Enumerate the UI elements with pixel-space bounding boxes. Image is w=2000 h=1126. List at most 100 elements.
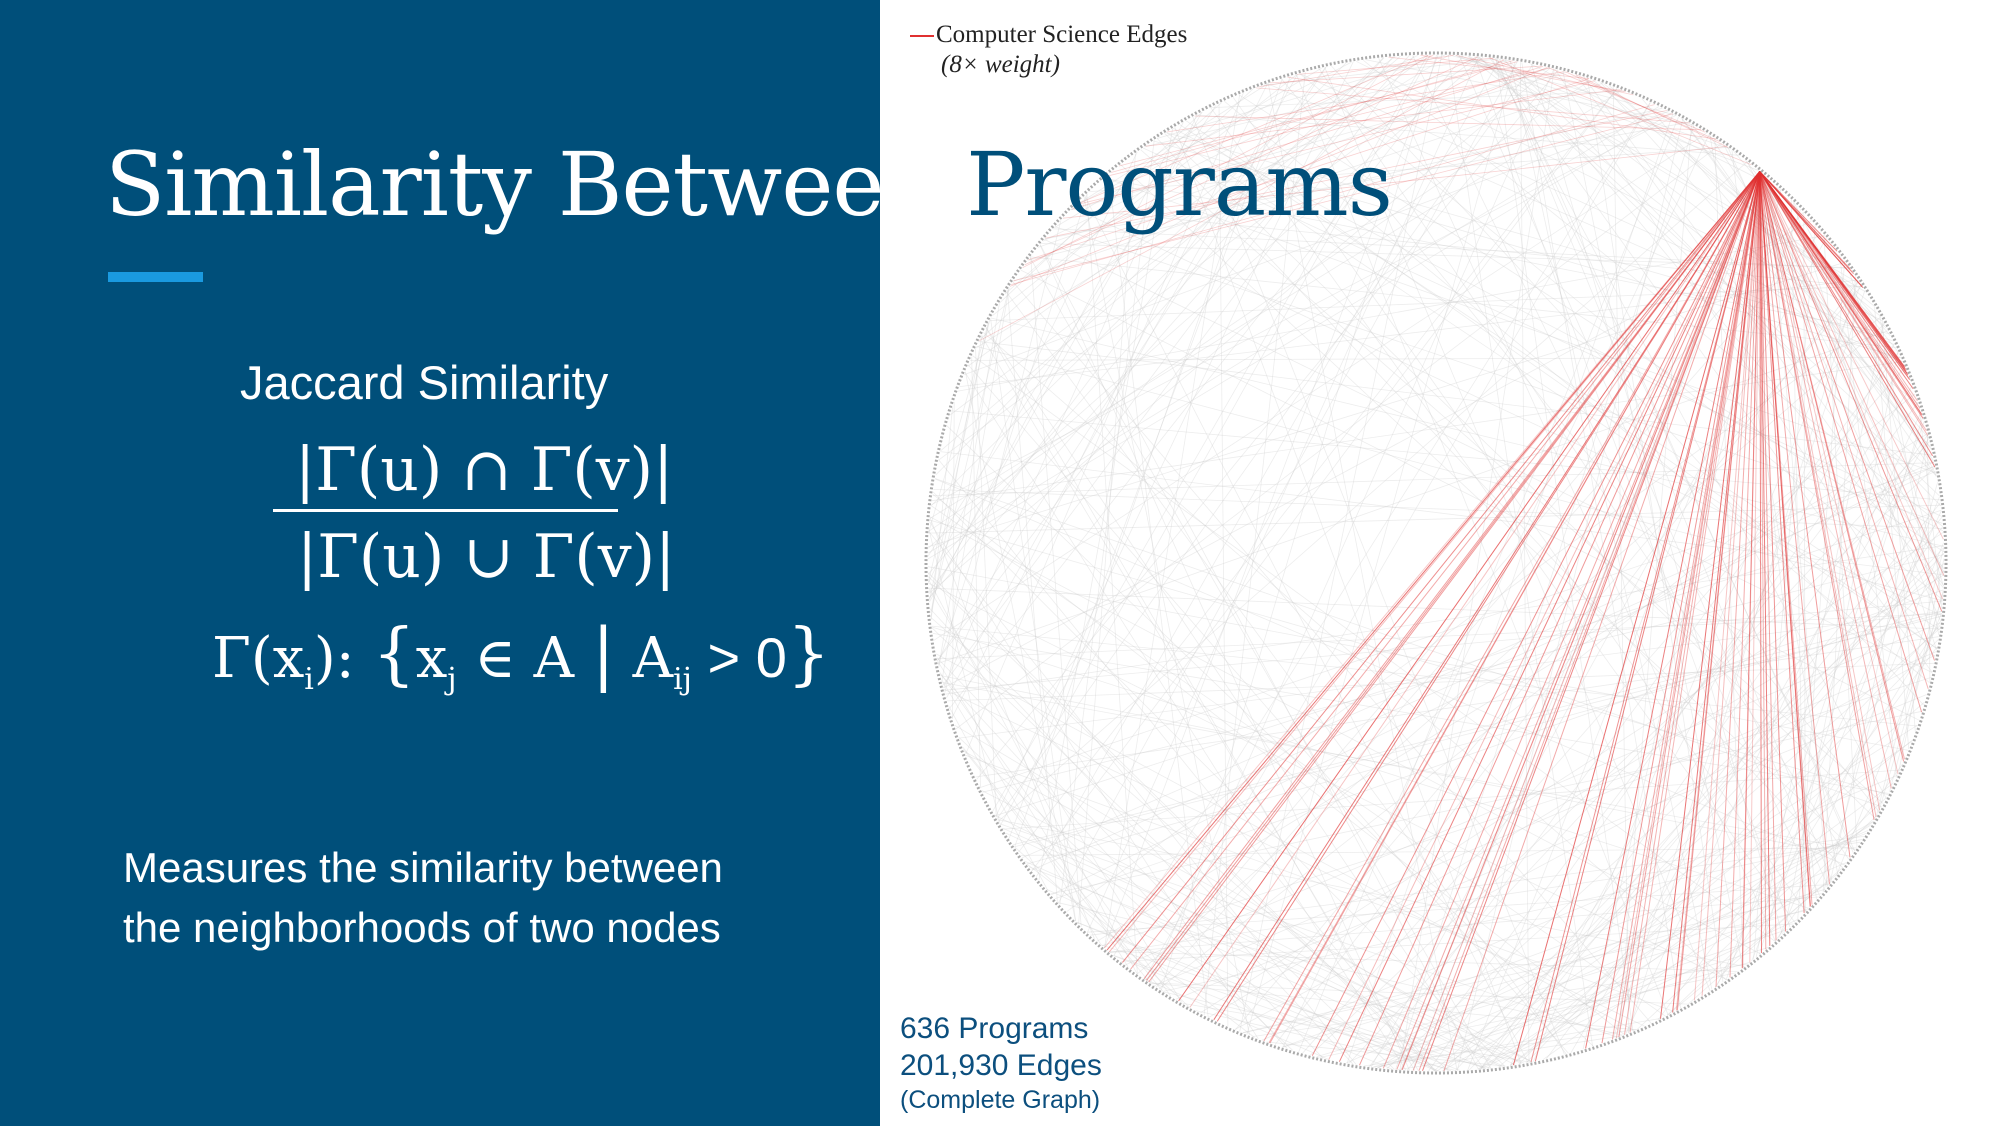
- graph-edge: [1020, 269, 1920, 721]
- cs-edge: [1145, 89, 1621, 147]
- cs-edge: [1287, 76, 1716, 140]
- graph-edge: [1468, 55, 1866, 293]
- graph-edge: [928, 504, 1941, 534]
- graph-edge: [1142, 147, 1943, 517]
- graph-edge: [1109, 841, 1861, 953]
- graph-edge: [1370, 237, 1827, 1068]
- graph-edge: [1428, 385, 1913, 1072]
- graph-edge: [1436, 740, 1912, 1072]
- graph-edge: [1518, 625, 1941, 1065]
- cs-edge: [1106, 171, 1761, 951]
- cs-edge: [1388, 56, 1589, 79]
- graph-edge: [1039, 244, 1410, 1071]
- graph-edge: [1927, 434, 1931, 682]
- nd-after-i: ):: [313, 626, 373, 691]
- graph-edge: [1208, 574, 1945, 1018]
- graph-edge: [1166, 132, 1893, 342]
- cs-edge: [1759, 171, 1777, 941]
- graph-edge: [941, 287, 1010, 681]
- nd-gamma: Γ(x: [212, 626, 305, 691]
- graph-edge: [1028, 866, 1525, 1064]
- cs-edge: [1759, 171, 1877, 817]
- graph-edge: [1282, 888, 1826, 1048]
- graph-edge: [1758, 416, 1923, 955]
- graph-edge: [1175, 694, 1927, 1000]
- graph-edge: [1442, 820, 1874, 1072]
- graph-edge: [1263, 58, 1499, 86]
- cs-edge: [1742, 171, 1761, 969]
- cs-edge: [1422, 171, 1761, 1071]
- graph-edge: [1456, 118, 1684, 1071]
- graph-edge: [928, 261, 1846, 548]
- graph-edge: [927, 106, 1660, 554]
- cs-edge: [1263, 171, 1761, 1042]
- graph-edge: [930, 505, 1666, 1017]
- cs-edge: [1418, 171, 1761, 1071]
- cs-edge: [1759, 171, 1936, 468]
- graph-edge: [1104, 94, 1241, 948]
- graph-edge: [1055, 226, 1943, 524]
- graph-edge: [1173, 127, 1944, 532]
- cs-edge: [979, 59, 1505, 342]
- computer-science-edges: [979, 54, 1945, 1072]
- graph-edge: [928, 55, 1410, 598]
- cs-edge: [1759, 171, 1935, 661]
- graph-edge: [931, 57, 1384, 506]
- cs-edge: [1759, 171, 1934, 457]
- cs-edge: [1759, 171, 1805, 914]
- graph-edge: [1531, 63, 1783, 935]
- graph-edge: [1618, 123, 1692, 1038]
- cs-edge: [1759, 171, 1881, 811]
- graph-edge: [937, 66, 1327, 661]
- network-graph: [924, 51, 1948, 1075]
- graph-edge: [1145, 212, 1804, 981]
- graph-edge: [1044, 121, 1689, 240]
- graph-edge: [927, 56, 1484, 549]
- graph-edge: [1467, 55, 1919, 405]
- cs-edge: [1148, 171, 1761, 983]
- graph-edge: [1000, 54, 1431, 825]
- formula-denominator: |Γ(u) ∪ Γ(v)|: [297, 522, 676, 592]
- cs-edge: [1359, 171, 1761, 1066]
- cs-edge: [1759, 171, 1943, 612]
- graph-edge: [1074, 61, 1352, 207]
- graph-edge: [976, 69, 1559, 780]
- graph-edge: [1078, 153, 1136, 925]
- cs-edge: [1110, 60, 1513, 173]
- graph-edge: [1478, 56, 1940, 497]
- graph-edge: [992, 54, 1429, 812]
- graph-edge: [999, 823, 1618, 1038]
- cs-edge: [1062, 146, 1727, 219]
- graph-edge: [934, 478, 1845, 866]
- graph-edge: [938, 56, 1479, 461]
- cs-edge: [1675, 171, 1761, 1011]
- graph-edge: [1089, 147, 1729, 192]
- cs-edge: [1759, 171, 1905, 762]
- cs-edge: [1009, 67, 1548, 287]
- graph-edge: [1587, 78, 1724, 983]
- graph-edge: [1691, 124, 1937, 478]
- graph-edge: [929, 517, 1095, 940]
- cs-edge: [1259, 54, 1454, 88]
- graph-edge: [952, 401, 955, 719]
- graph-edge: [1469, 570, 1945, 1071]
- graph-edge: [1050, 710, 1922, 895]
- cs-edge: [1024, 56, 1478, 266]
- graph-edge: [1192, 116, 1565, 1055]
- graph-edge: [981, 335, 1419, 1071]
- graph-edge: [1368, 862, 1847, 1067]
- graph-edge: [1487, 516, 1943, 1069]
- graph-edge: [1397, 1035, 1622, 1070]
- cs-edge: [1130, 171, 1761, 970]
- graph-edge: [970, 356, 1901, 361]
- graph-edge: [1007, 290, 1058, 902]
- graph-edge: [997, 819, 1745, 967]
- cs-edge: [1167, 71, 1565, 133]
- graph-edge: [1823, 234, 1858, 848]
- graph-edge: [1274, 280, 1859, 1046]
- graph-edge: [990, 318, 1077, 922]
- cs-edge: [1759, 171, 1944, 540]
- graph-edge: [981, 790, 1516, 1066]
- graph-edge: [1316, 908, 1809, 1058]
- graph-edge: [1377, 947, 1769, 1068]
